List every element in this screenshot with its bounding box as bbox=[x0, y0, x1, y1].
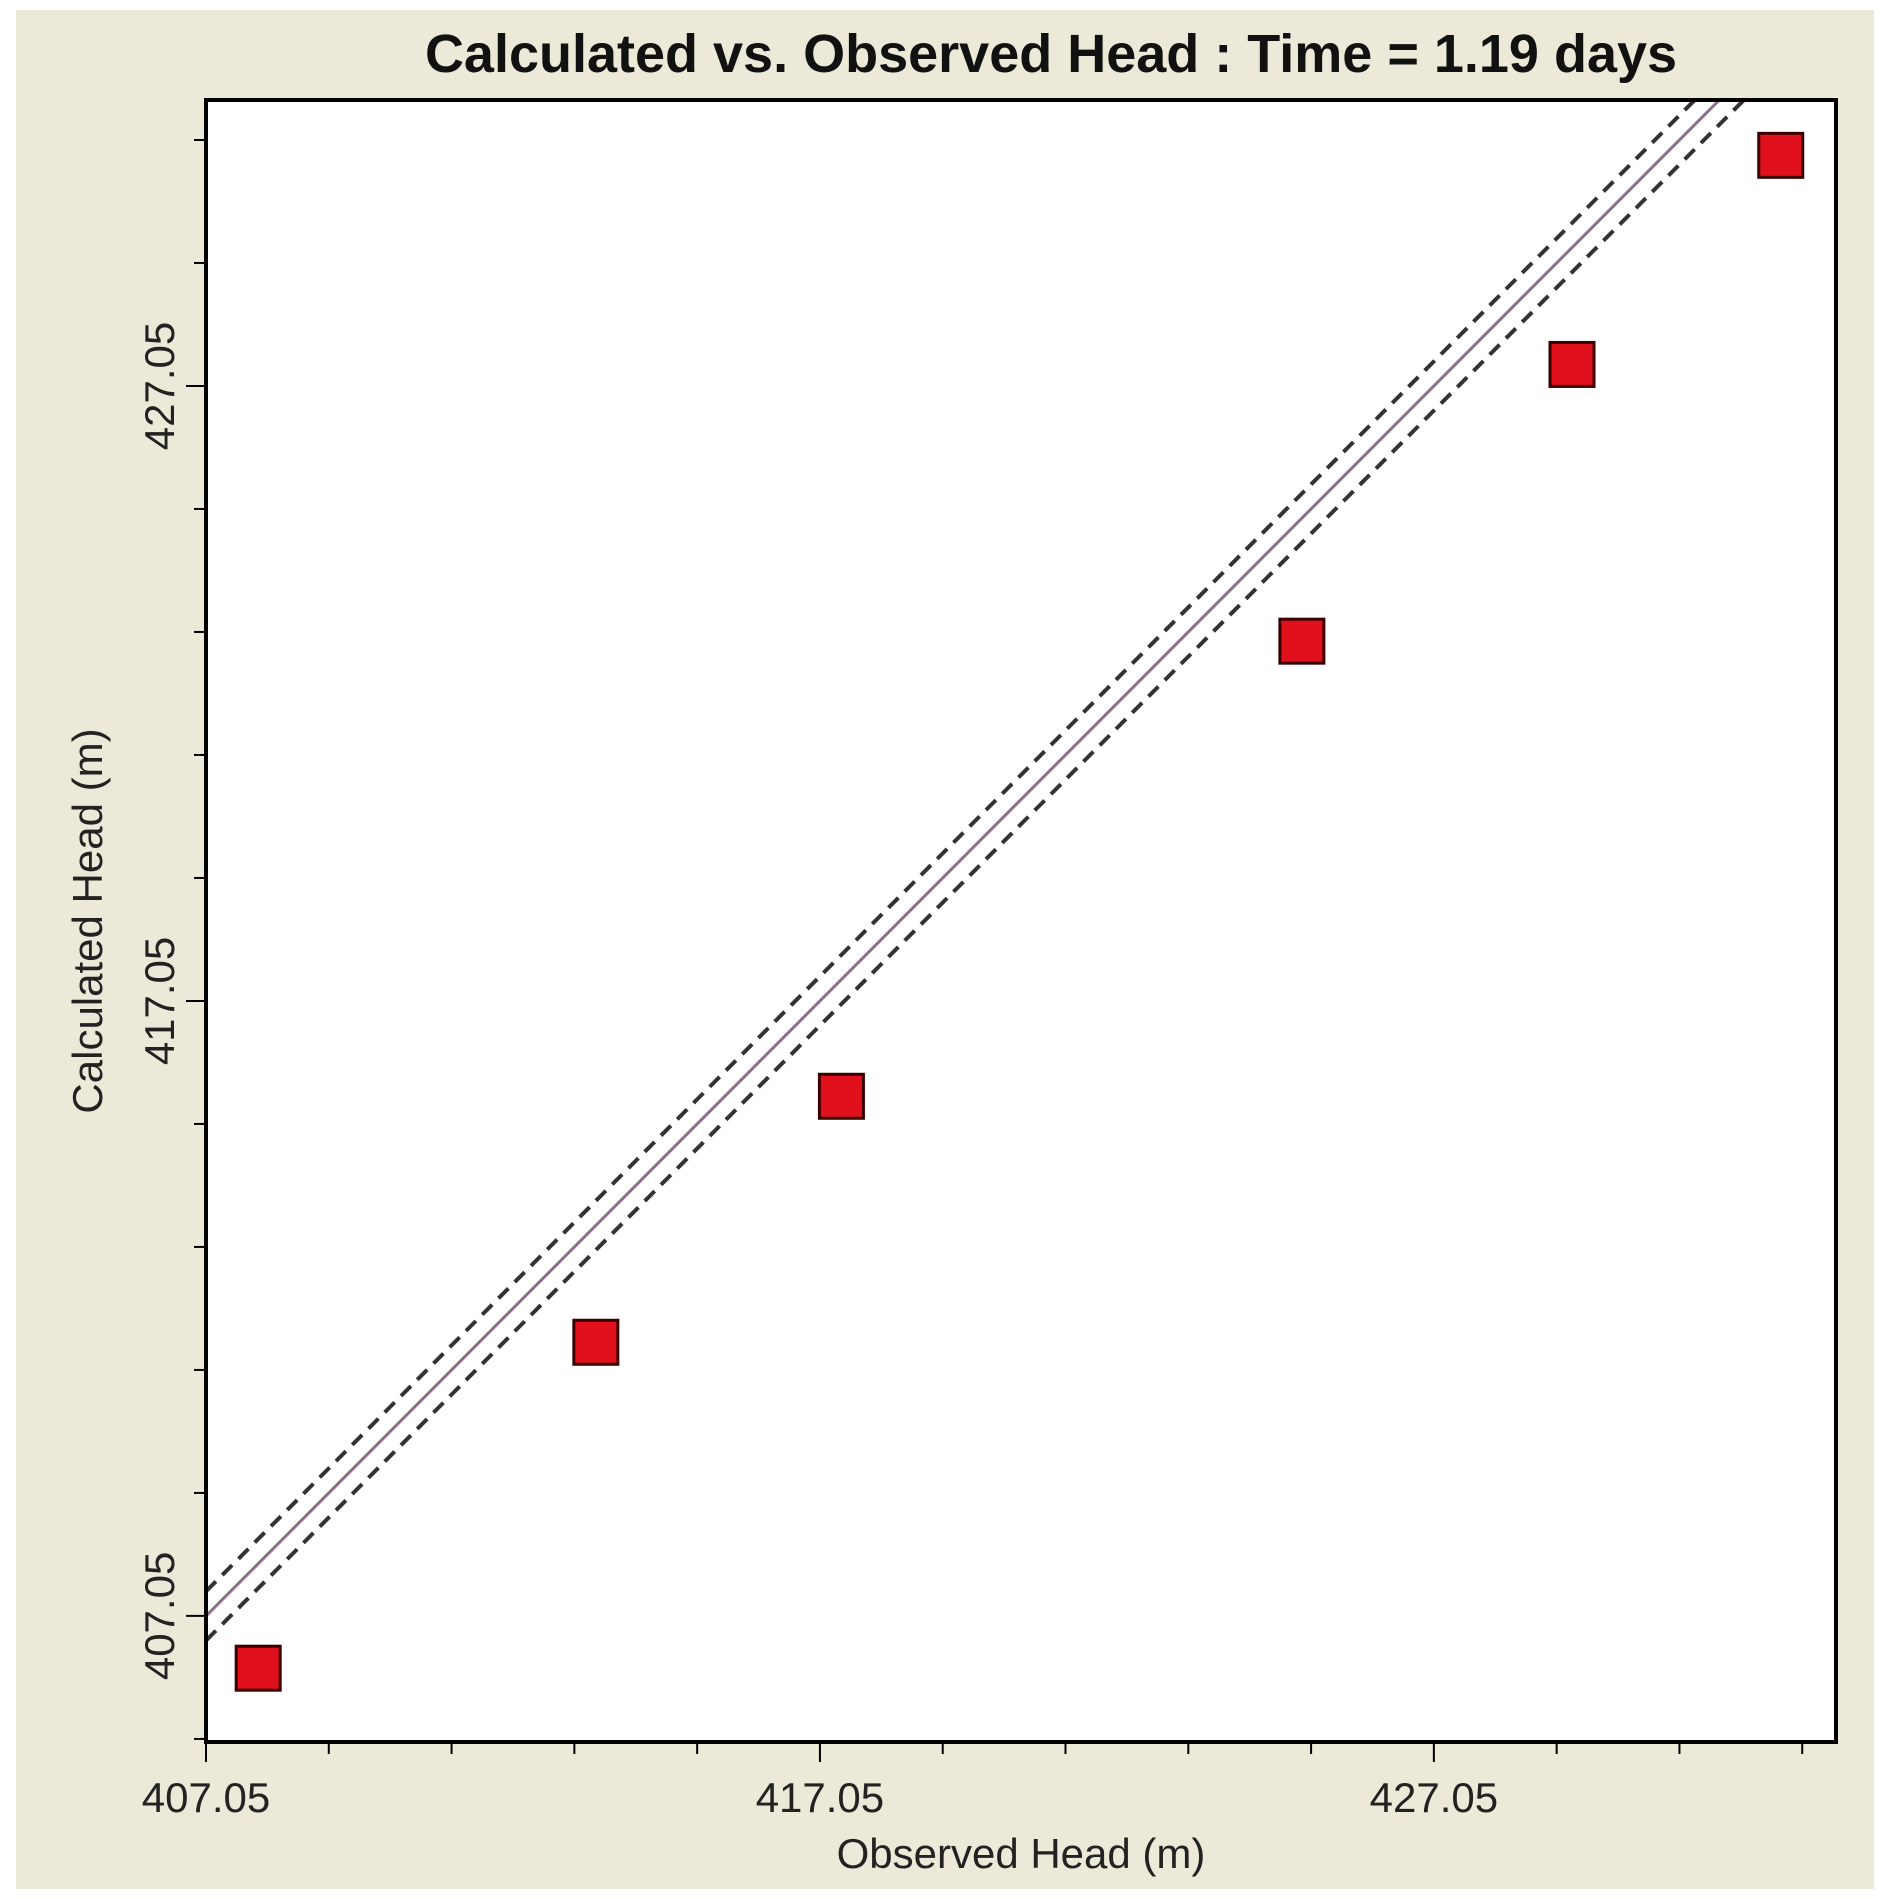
x-tick-label: 417.05 bbox=[756, 1774, 884, 1821]
points-layer bbox=[234, 131, 1805, 1692]
chart-frame: Calculated vs. Observed Head : Time = 1.… bbox=[16, 10, 1874, 1889]
y-axis: 407.05 417.05 427.05 bbox=[136, 138, 206, 1740]
one-to-one-line bbox=[204, 98, 1721, 1617]
y-tick-label: 417.05 bbox=[136, 937, 183, 1065]
x-axis-label: Observed Head (m) bbox=[837, 1830, 1206, 1877]
data-point[interactable] bbox=[572, 1318, 620, 1366]
y-tick-label: 407.05 bbox=[136, 1552, 183, 1680]
x-tick-label: 407.05 bbox=[142, 1774, 270, 1821]
chart-title: Calculated vs. Observed Head : Time = 1.… bbox=[425, 24, 1677, 84]
x-tick-label: 427.05 bbox=[1370, 1774, 1498, 1821]
data-point[interactable] bbox=[1757, 131, 1805, 179]
data-point[interactable] bbox=[1548, 340, 1596, 388]
upper-confidence-line bbox=[204, 98, 1697, 1593]
y-axis-label: Calculated Head (m) bbox=[64, 728, 111, 1113]
y-tick-label: 427.05 bbox=[136, 322, 183, 450]
data-point[interactable] bbox=[234, 1644, 282, 1692]
data-point[interactable] bbox=[1278, 617, 1326, 665]
x-axis: 407.05 417.05 427.05 bbox=[142, 1742, 1804, 1821]
lower-confidence-line bbox=[204, 98, 1746, 1642]
scatter-chart: Calculated vs. Observed Head : Time = 1.… bbox=[64, 24, 1838, 1877]
lines-layer bbox=[204, 98, 1746, 1642]
data-point[interactable] bbox=[817, 1072, 865, 1120]
plot-border bbox=[204, 98, 1838, 1744]
